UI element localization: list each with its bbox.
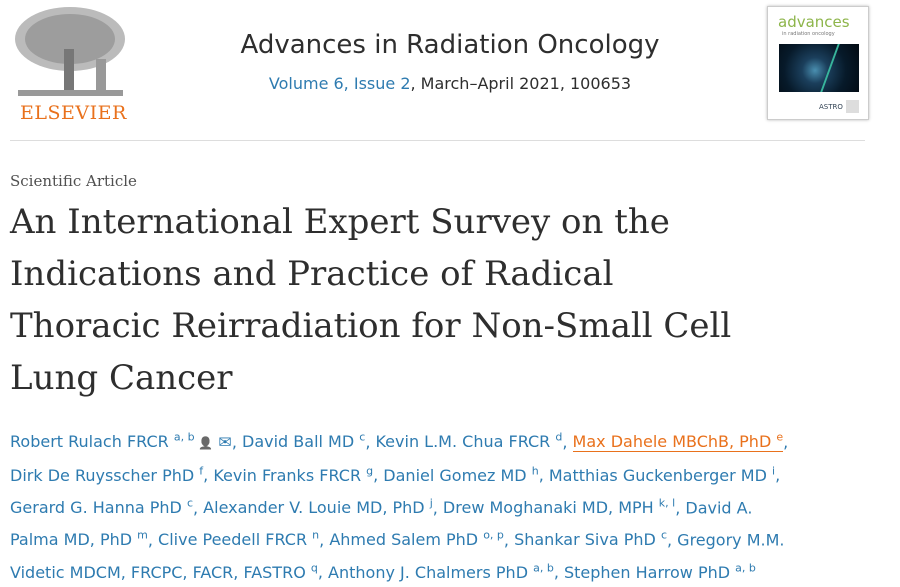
author-name: Max Dahele MBChB, PhD [572, 432, 777, 452]
elsevier-logo[interactable]: ELSEVIER [8, 4, 133, 124]
affiliation-sup: j [429, 496, 433, 510]
author-link[interactable]: David Ball MD c [242, 431, 366, 452]
author-name: Shankar Siva PhD [514, 530, 661, 550]
affiliation-sup: m [137, 528, 148, 542]
author-list: Robert Rulach FRCR a, b 👤 ✉, David Ball … [10, 424, 788, 587]
author-link[interactable]: Gregory M.M. [677, 530, 784, 549]
affiliation-sup: o, p [483, 528, 504, 542]
email-icon[interactable]: ✉ [213, 432, 232, 452]
person-icon[interactable]: 👤 [194, 436, 214, 451]
author-link[interactable]: David A. [685, 498, 752, 517]
author-link[interactable]: Robert Rulach FRCR a, b [10, 431, 195, 452]
title-line: Lung Cancer [10, 358, 233, 398]
divider [10, 140, 865, 141]
author-name: Clive Peedell FRCR [158, 530, 313, 550]
author-name: Anthony J. Chalmers PhD [328, 562, 534, 582]
author-name: David A. [685, 497, 753, 517]
author-name: Dirk De Ruysscher PhD [10, 465, 200, 485]
author-link[interactable]: Stephen Harrow PhD a, b [563, 561, 756, 582]
issue-info: Volume 6, Issue 2, March–April 2021, 100… [150, 74, 750, 93]
author-name: Ahmed Salem PhD [329, 530, 484, 550]
author-link[interactable]: Videtic MDCM, FRCPC, FACR, FASTRO q [10, 561, 318, 582]
article-title: An International Expert Survey on the In… [10, 196, 870, 404]
author-link[interactable]: Anthony J. Chalmers PhD a, b [328, 561, 554, 582]
author-line: Gerard G. Hanna PhD c, Alexander V. Loui… [10, 496, 753, 517]
affiliation-sup: c [660, 528, 667, 542]
affiliation-sup: e [776, 431, 784, 444]
title-line: Indications and Practice of Radical [10, 254, 614, 294]
title-line: An International Expert Survey on the [10, 202, 670, 242]
author-name: Robert Rulach FRCR [10, 432, 174, 452]
affiliation-sup: c [359, 431, 366, 444]
cover-subtitle: in radiation oncology [782, 31, 835, 37]
author-name: Kevin L.M. Chua FRCR [375, 432, 556, 452]
author-link[interactable]: Shankar Siva PhD c [514, 528, 667, 550]
author-line: Robert Rulach FRCR a, b 👤 ✉, David Ball … [10, 431, 789, 453]
affiliation-sup: f [199, 464, 204, 478]
author-name: Alexander V. Louie MD, PhD [203, 497, 430, 517]
cover-elsevier-logo [846, 100, 859, 113]
author-name: Videtic MDCM, FRCPC, FACR, FASTRO [10, 562, 311, 582]
astro-logo: ASTRO [819, 103, 843, 111]
author-link[interactable]: Ahmed Salem PhD o, p [329, 528, 504, 550]
author-link[interactable]: Matthias Guckenberger MD i [548, 464, 776, 485]
affiliation-sup: h [531, 464, 539, 478]
affiliation-sup: i [772, 464, 776, 478]
title-line: Thoracic Reirradiation for Non-Small Cel… [10, 306, 732, 346]
author-line: Videtic MDCM, FRCPC, FACR, FASTRO q, Ant… [10, 561, 756, 582]
journal-cover[interactable]: advances in radiation oncology ASTRO [767, 6, 869, 120]
author-name: Drew Moghanaki MD, MPH [442, 497, 659, 517]
author-name: Stephen Harrow PhD [563, 562, 736, 582]
author-link[interactable]: Daniel Gomez MD h [383, 464, 539, 485]
author-line: Dirk De Ruysscher PhD f, Kevin Franks FR… [10, 464, 781, 485]
author-name: Matthias Guckenberger MD [548, 465, 773, 485]
author-link[interactable]: Clive Peedell FRCR n [158, 528, 320, 550]
author-link[interactable]: Max Dahele MBChB, PhD e [572, 431, 784, 453]
author-name: Daniel Gomez MD [383, 465, 532, 485]
affiliation-sup: g [366, 464, 374, 478]
elsevier-wordmark: ELSEVIER [20, 102, 127, 124]
affiliation-sup: a, b [533, 561, 554, 575]
author-name: Gregory M.M. [677, 530, 785, 550]
author-name: Kevin Franks FRCR [213, 465, 367, 485]
date-article-id: , March–April 2021, 100653 [410, 74, 632, 93]
affiliation-sup: a, b [735, 561, 756, 575]
affiliation-sup: c [186, 496, 193, 510]
affiliation-sup: k, l [658, 496, 676, 510]
author-link[interactable]: Alexander V. Louie MD, PhD j [203, 496, 433, 517]
author-link[interactable]: Kevin Franks FRCR g [213, 464, 374, 485]
author-name: Gerard G. Hanna PhD [10, 497, 187, 517]
author-name: David Ball MD [242, 432, 360, 452]
affiliation-sup: a, b [173, 431, 195, 444]
volume-issue-link[interactable]: Volume 6, Issue 2 [268, 74, 411, 93]
journal-title[interactable]: Advances in Radiation Oncology [240, 30, 660, 60]
cover-image [779, 44, 859, 92]
author-link[interactable]: Kevin L.M. Chua FRCR d [375, 431, 563, 452]
author-link[interactable]: Gerard G. Hanna PhD c [10, 496, 193, 517]
article-type: Scientific Article [10, 172, 137, 190]
author-link[interactable]: Palma MD, PhD m [10, 528, 148, 550]
tree-icon [8, 4, 133, 99]
author-link[interactable]: Dirk De Ruysscher PhD f [10, 464, 204, 485]
affiliation-sup: q [310, 561, 318, 575]
author-link[interactable]: Drew Moghanaki MD, MPH k, l [442, 496, 676, 517]
author-name: Palma MD, PhD [10, 530, 138, 550]
author-line: Palma MD, PhD m, Clive Peedell FRCR n, A… [10, 528, 785, 550]
affiliation-sup: n [312, 528, 320, 542]
affiliation-sup: d [555, 431, 563, 444]
cover-title: advances [778, 13, 850, 31]
